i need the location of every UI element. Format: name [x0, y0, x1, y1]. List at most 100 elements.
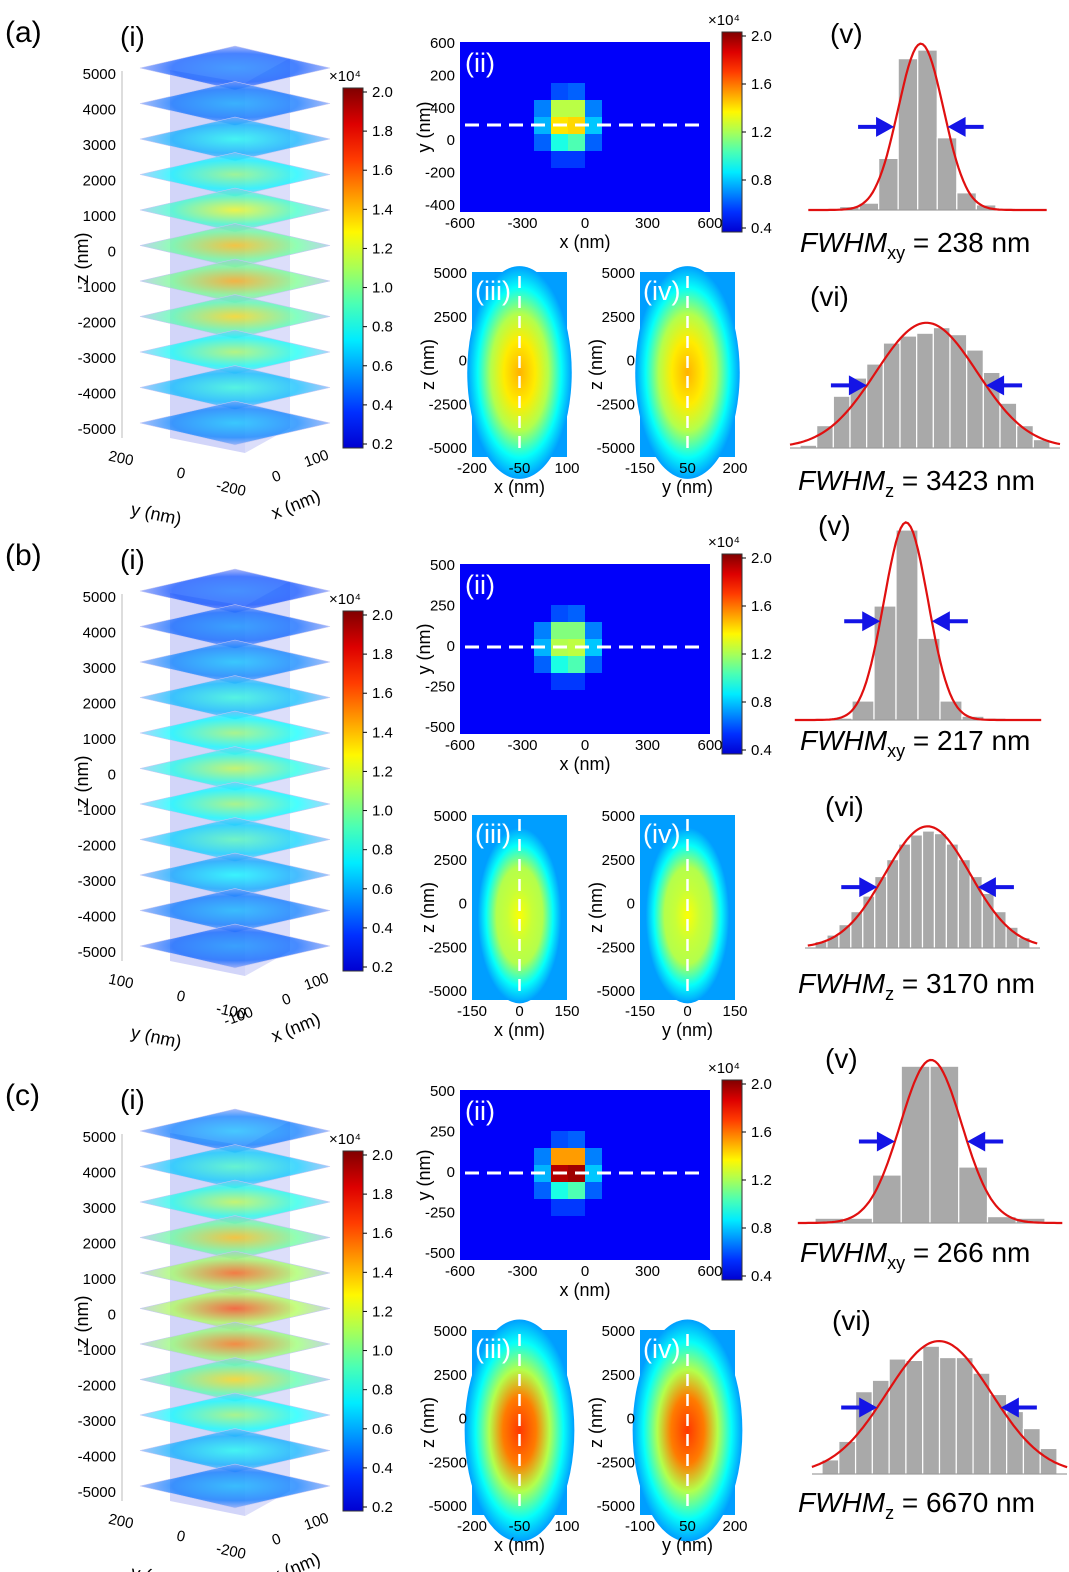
yz-x-tick: 200 — [722, 460, 747, 477]
xz-z-tick: -2500 — [429, 939, 467, 956]
colorbar-tick: 1.6 — [751, 76, 772, 93]
colorbar-tick: 0.4 — [751, 220, 772, 237]
yz-x-tick: 50 — [679, 1518, 696, 1535]
colorbar-tick: 2.0 — [372, 1147, 393, 1164]
hist_z-bar — [905, 1359, 924, 1475]
fwhm-annotation: FWHMxy = 217 nm — [800, 725, 1030, 761]
hist_z-bar — [816, 425, 834, 449]
xz-z-tick: 0 — [459, 353, 467, 370]
cube-panel: 500040003000200010000-1000-2000-3000-400… — [72, 1084, 393, 1572]
xz-z-tick: 2500 — [434, 1367, 467, 1384]
xy-y-label: y (nm) — [414, 624, 434, 675]
xy-pixel — [568, 622, 585, 639]
cube-z-tick: 2000 — [83, 696, 116, 713]
cube-x-tick: 0 — [270, 467, 284, 486]
cube-slice — [139, 1144, 331, 1189]
xy-roman-label: (ii) — [465, 570, 495, 600]
cube-y-tick: 200 — [107, 1511, 135, 1533]
hist-roman-label: (vi) — [832, 1305, 871, 1336]
cube-slice — [139, 1108, 331, 1154]
hist_z-bar — [916, 332, 934, 449]
colorbar-tick: 0.4 — [372, 397, 393, 414]
xz-psf-spot — [464, 1319, 575, 1542]
cube-slice — [139, 294, 331, 339]
yz-x-label: y (nm) — [662, 477, 713, 497]
cube-colorbar — [342, 1150, 364, 1512]
cube-z-tick: -4000 — [78, 909, 116, 926]
cube-slice — [139, 1215, 331, 1260]
xy-pixel — [551, 83, 568, 100]
cube-y-label: y (nm) — [129, 1022, 183, 1052]
colorbar-tick: 1.2 — [751, 646, 772, 663]
xy-pixel — [534, 1148, 551, 1165]
xz-z-tick: -2500 — [429, 1454, 467, 1471]
xy-pixel — [551, 673, 568, 690]
cube-slice — [139, 116, 331, 162]
xy-pixel — [568, 1131, 585, 1148]
xy-y-tick: -400 — [425, 197, 455, 214]
hist_z-panel: (vi) FWHMz = 6670 nm — [798, 1305, 1068, 1523]
xz-panel: 5000 2500 0 -2500 -5000 -200 -50 100 x (nm) z (nm… — [418, 265, 580, 497]
xy-x-tick: 0 — [581, 737, 589, 754]
hist_xy-panel: (v) FWHMxy = 217 nm — [794, 510, 1042, 761]
colorbar-tick: 1.0 — [372, 280, 393, 297]
xy-pixel — [551, 151, 568, 168]
hist_xy-panel: (v) FWHMxy = 266 nm — [797, 1043, 1063, 1273]
hist_z-gaussian-fit — [811, 1339, 1068, 1469]
cube-y-tick: 0 — [175, 464, 187, 482]
colorbar-tick: 0.4 — [751, 742, 772, 759]
xz-roman-label: (iii) — [475, 1334, 511, 1364]
cube-z-tick: -1000 — [78, 802, 116, 819]
xy-pixel — [551, 1148, 568, 1165]
cube-panel: 500040003000200010000-1000-2000-3000-400… — [72, 544, 393, 1052]
cube-slice — [139, 639, 331, 685]
xy-x-tick: 300 — [635, 1263, 660, 1280]
yz-z-tick: -5000 — [597, 440, 635, 457]
hist_z-bar — [993, 910, 1007, 949]
xy-pixel — [585, 1165, 602, 1182]
yz-x-tick: 0 — [683, 1003, 691, 1020]
hist-roman-label: (v) — [818, 510, 851, 541]
colorbar-tick: 1.2 — [372, 240, 393, 257]
colorbar-tick: 0.2 — [372, 959, 393, 976]
cube-z-tick: 1000 — [83, 208, 116, 225]
xy-y-tick: 0 — [447, 1164, 455, 1181]
xy-y-tick: -500 — [425, 719, 455, 736]
xz-z-tick: -2500 — [429, 396, 467, 413]
colorbar-multiplier: ×10⁴ — [708, 1060, 740, 1077]
xy-x-tick: 600 — [697, 1263, 722, 1280]
cube-z-tick: -1000 — [78, 1342, 116, 1359]
cube-slice — [139, 817, 331, 862]
xy-x-tick: -300 — [507, 737, 537, 754]
xy-x-label: x (nm) — [560, 232, 611, 252]
xy-y-tick: 0 — [447, 638, 455, 655]
colorbar-tick: 0.8 — [372, 842, 393, 859]
yz-z-tick: 2500 — [602, 309, 635, 326]
xy-pixel — [551, 656, 568, 673]
hist_z-bar — [899, 335, 918, 449]
colorbar-tick: 0.6 — [372, 1421, 393, 1438]
colorbar-tick: 0.6 — [372, 358, 393, 375]
colorbar-tick: 0.2 — [372, 1499, 393, 1516]
xy-roman-label: (ii) — [465, 1096, 495, 1126]
yz-z-tick: 2500 — [602, 1367, 635, 1384]
xy-pixel — [551, 1199, 568, 1216]
xz-x-tick: 100 — [554, 1518, 579, 1535]
hist_z-bar — [945, 843, 959, 949]
cube-y-tick: -200 — [214, 477, 247, 500]
xy-pixel — [585, 1148, 602, 1165]
yz-z-tick: 5000 — [602, 265, 635, 282]
xy-y-tick: 200 — [430, 67, 455, 84]
xy-x-tick: -600 — [445, 215, 475, 232]
xz-x-tick: 100 — [554, 460, 579, 477]
cube-slice — [139, 852, 331, 898]
cube-z-tick: -2000 — [78, 1378, 116, 1395]
colorbar-tick: 2.0 — [372, 84, 393, 101]
xy-x-tick: 300 — [635, 737, 660, 754]
xy-y-tick: 250 — [430, 598, 455, 615]
cube-slice — [139, 888, 331, 933]
colorbar-tick: 0.8 — [372, 319, 393, 336]
hist_z-bar — [933, 832, 947, 949]
colorbar-multiplier: ×10⁴ — [329, 1131, 361, 1148]
